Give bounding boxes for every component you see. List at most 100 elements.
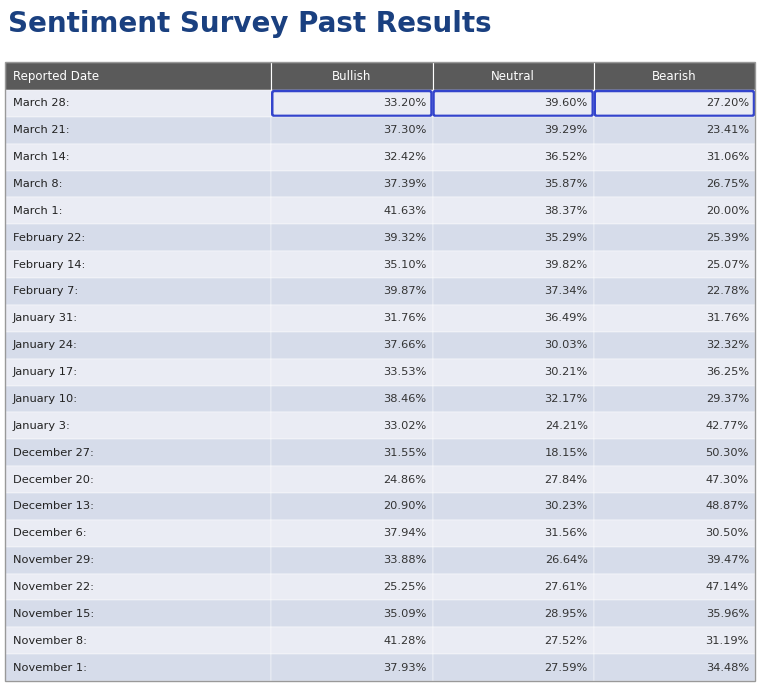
Text: 39.47%: 39.47% — [706, 555, 749, 565]
Text: 39.32%: 39.32% — [383, 233, 426, 242]
Text: 27.20%: 27.20% — [706, 98, 749, 109]
Text: Sentiment Survey Past Results: Sentiment Survey Past Results — [8, 10, 492, 38]
Bar — [271, 305, 432, 332]
Text: Neutral: Neutral — [491, 70, 535, 83]
Text: December 27:: December 27: — [13, 447, 94, 458]
Text: 30.50%: 30.50% — [705, 528, 749, 538]
Bar — [432, 385, 594, 413]
Bar — [5, 574, 271, 600]
Text: 37.39%: 37.39% — [383, 179, 426, 189]
Bar — [432, 251, 594, 278]
Text: 39.82%: 39.82% — [544, 260, 587, 270]
Text: January 3:: January 3: — [13, 421, 71, 431]
Bar — [5, 520, 271, 546]
Text: 27.61%: 27.61% — [545, 582, 587, 592]
Text: 50.30%: 50.30% — [705, 447, 749, 458]
Bar — [5, 654, 271, 681]
Text: 37.93%: 37.93% — [383, 663, 426, 673]
Text: 35.87%: 35.87% — [544, 179, 587, 189]
Bar — [271, 493, 432, 520]
Text: 31.56%: 31.56% — [544, 528, 587, 538]
Text: November 15:: November 15: — [13, 609, 94, 619]
Bar — [594, 251, 755, 278]
Text: March 28:: March 28: — [13, 98, 70, 109]
Text: November 22:: November 22: — [13, 582, 94, 592]
Text: 27.84%: 27.84% — [545, 475, 587, 484]
Bar — [5, 143, 271, 171]
Text: 33.88%: 33.88% — [383, 555, 426, 565]
Text: 30.23%: 30.23% — [544, 501, 587, 512]
Bar — [5, 278, 271, 305]
Text: 37.94%: 37.94% — [383, 528, 426, 538]
Bar — [271, 332, 432, 359]
Text: 38.37%: 38.37% — [544, 206, 587, 216]
Bar — [432, 359, 594, 385]
Bar — [5, 627, 271, 654]
Text: January 31:: January 31: — [13, 313, 78, 323]
Bar — [432, 332, 594, 359]
Text: 36.52%: 36.52% — [545, 152, 587, 162]
Text: Bearish: Bearish — [652, 70, 697, 83]
Text: 20.90%: 20.90% — [383, 501, 426, 512]
Bar — [271, 171, 432, 197]
Text: 33.20%: 33.20% — [383, 98, 426, 109]
Bar — [271, 197, 432, 224]
Bar — [594, 90, 755, 117]
Bar — [5, 90, 271, 117]
Text: 34.48%: 34.48% — [706, 663, 749, 673]
Text: 24.86%: 24.86% — [384, 475, 426, 484]
Bar — [271, 385, 432, 413]
Text: 27.59%: 27.59% — [544, 663, 587, 673]
Text: 33.02%: 33.02% — [383, 421, 426, 431]
Bar — [432, 143, 594, 171]
Bar — [432, 520, 594, 546]
Bar — [271, 117, 432, 143]
Text: 37.66%: 37.66% — [383, 340, 426, 350]
Bar — [432, 197, 594, 224]
Text: Bullish: Bullish — [332, 70, 372, 83]
Text: 28.95%: 28.95% — [544, 609, 587, 619]
Bar — [271, 278, 432, 305]
Text: 39.29%: 39.29% — [544, 125, 587, 135]
Text: 23.41%: 23.41% — [706, 125, 749, 135]
Text: 41.63%: 41.63% — [383, 206, 426, 216]
Bar — [271, 251, 432, 278]
Bar — [271, 574, 432, 600]
Bar — [432, 171, 594, 197]
Text: March 14:: March 14: — [13, 152, 70, 162]
Bar — [271, 413, 432, 439]
Text: 37.30%: 37.30% — [383, 125, 426, 135]
Bar — [432, 600, 594, 627]
Bar — [5, 466, 271, 493]
Text: December 13:: December 13: — [13, 501, 94, 512]
Text: 31.76%: 31.76% — [383, 313, 426, 323]
Bar — [271, 62, 432, 90]
Bar — [5, 385, 271, 413]
Bar — [5, 413, 271, 439]
Bar — [271, 143, 432, 171]
Text: 30.21%: 30.21% — [544, 367, 587, 377]
Bar — [5, 332, 271, 359]
Bar — [5, 117, 271, 143]
Text: 35.09%: 35.09% — [383, 609, 426, 619]
Bar — [5, 493, 271, 520]
Text: February 7:: February 7: — [13, 286, 78, 296]
Bar — [271, 439, 432, 466]
Bar — [432, 627, 594, 654]
Bar — [271, 546, 432, 574]
Text: 35.96%: 35.96% — [706, 609, 749, 619]
Bar — [594, 62, 755, 90]
Text: 36.49%: 36.49% — [545, 313, 587, 323]
Bar — [594, 574, 755, 600]
Text: 18.15%: 18.15% — [544, 447, 587, 458]
Text: 39.87%: 39.87% — [383, 286, 426, 296]
Text: March 8:: March 8: — [13, 179, 62, 189]
Text: March 1:: March 1: — [13, 206, 62, 216]
Text: 20.00%: 20.00% — [706, 206, 749, 216]
Bar — [271, 520, 432, 546]
Bar — [432, 574, 594, 600]
Bar — [594, 654, 755, 681]
Bar — [594, 171, 755, 197]
Text: 31.06%: 31.06% — [706, 152, 749, 162]
Text: 39.60%: 39.60% — [544, 98, 587, 109]
